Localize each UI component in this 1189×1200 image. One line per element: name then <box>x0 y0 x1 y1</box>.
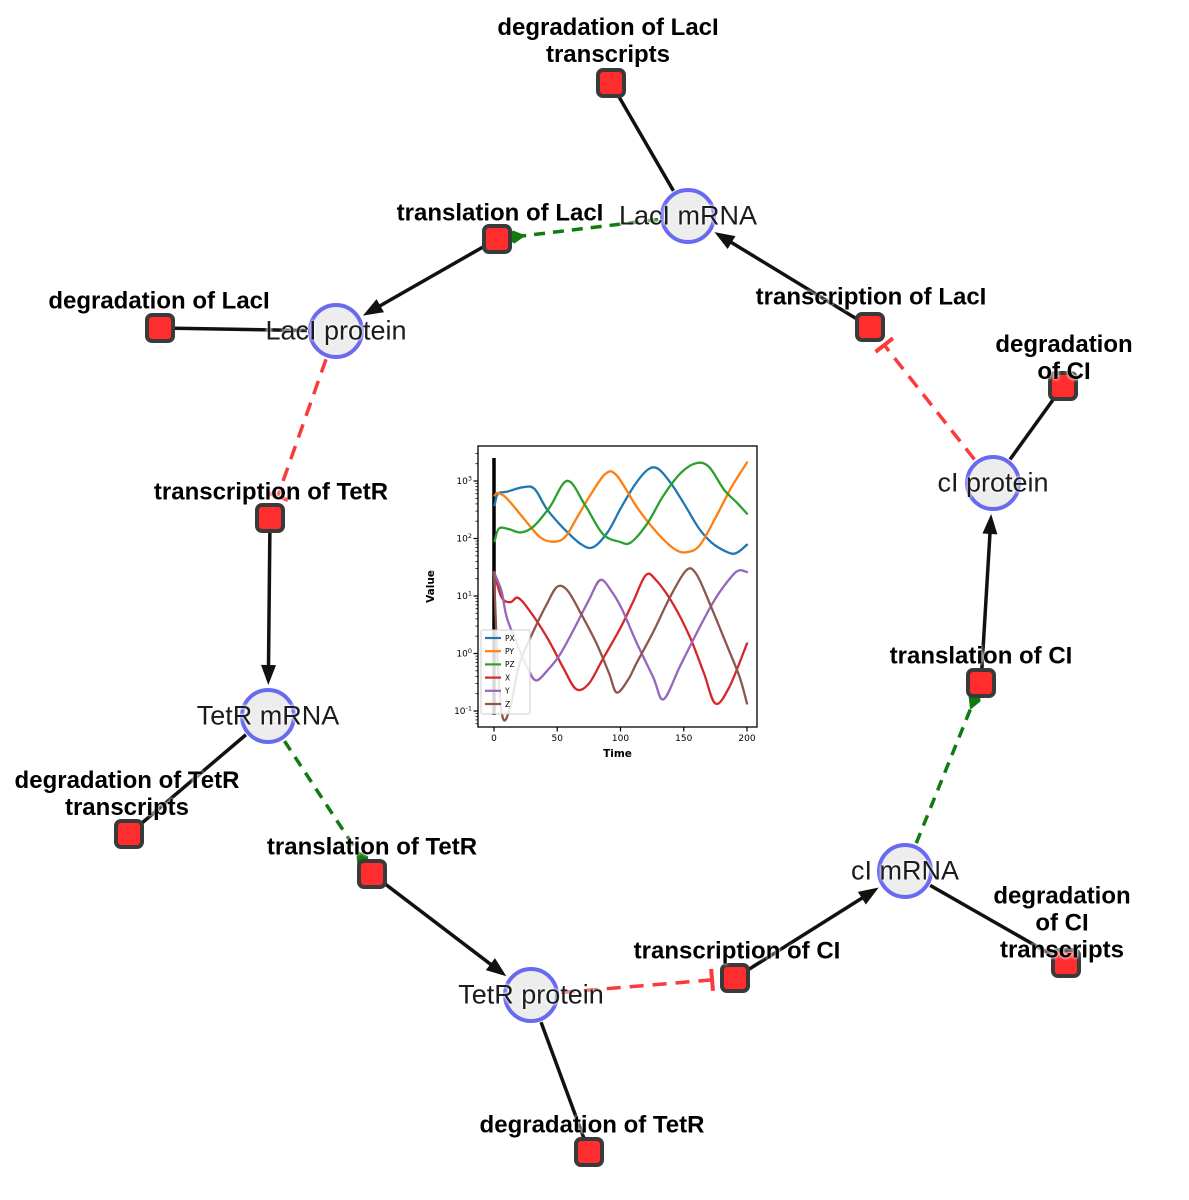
reaction-node-transl_laci[interactable] <box>482 224 512 254</box>
edge-tetr_mrna-transl_tetr <box>283 740 369 869</box>
inhibition-tee-icon <box>874 336 895 354</box>
arrowhead-icon <box>261 664 277 686</box>
x-tick-label: 150 <box>675 734 692 744</box>
reaction-node-transl_ci[interactable] <box>966 668 996 698</box>
arrowhead-icon <box>982 513 998 535</box>
reaction-node-deg_laci_tr[interactable] <box>596 68 626 98</box>
edge-transc_tetr-tetr_mrna <box>261 517 277 686</box>
legend-item-Z: Z <box>505 700 510 709</box>
edge-ci_prot-transc_laci <box>874 336 976 461</box>
edge-tetr_prot-deg_tetr <box>539 1021 591 1153</box>
x-tick-label: 100 <box>612 734 629 744</box>
series-layer <box>492 461 749 722</box>
species-node-laci_prot[interactable] <box>308 303 364 359</box>
y-tick-label: 101 <box>456 590 472 603</box>
inhibition-tee-icon <box>266 490 289 502</box>
arrowhead-icon <box>485 958 507 977</box>
series-line-Z <box>492 567 749 722</box>
x-tick-label: 0 <box>491 734 497 744</box>
edge-ci_mrna-deg_ci_tr <box>929 883 1067 965</box>
edge-transc_laci-laci_mrna <box>714 232 871 329</box>
species-node-ci_mrna[interactable] <box>877 843 933 899</box>
legend-item-Y: Y <box>504 687 510 696</box>
y-tick-label: 10-1 <box>454 705 472 718</box>
x-tick-label: 200 <box>738 734 755 744</box>
reaction-node-deg_laci[interactable] <box>145 313 175 343</box>
edge-transl_laci-laci_prot <box>362 237 498 316</box>
arrowhead-icon <box>362 299 385 316</box>
x-axis-label: Time <box>603 748 632 760</box>
plot-border <box>477 445 758 728</box>
series-line-PZ <box>493 461 749 546</box>
edge-laci_prot-transc_tetr <box>266 358 328 502</box>
species-node-tetr_prot[interactable] <box>503 967 559 1023</box>
y-tick-label: 100 <box>456 647 472 660</box>
reaction-node-transc_laci[interactable] <box>855 312 885 342</box>
edge-transl_tetr-tetr_prot <box>370 872 507 977</box>
inhibition-tee-icon <box>709 968 715 992</box>
reaction-node-deg_ci_tr[interactable] <box>1051 948 1081 978</box>
edge-transl_ci-ci_prot <box>979 513 998 684</box>
reaction-node-deg_tetr[interactable] <box>574 1137 604 1167</box>
reaction-node-deg_ci[interactable] <box>1048 371 1078 401</box>
species-node-laci_mrna[interactable] <box>660 188 716 244</box>
legend-item-PZ: PZ <box>505 660 515 669</box>
edge-transc_ci-ci_mrna <box>734 887 879 980</box>
arrowhead-icon <box>714 232 736 249</box>
legend: PX PY PZ XYZ <box>480 629 531 715</box>
y-tick-label: 103 <box>456 475 472 488</box>
species-node-ci_prot[interactable] <box>965 455 1021 511</box>
simulation-plot: 0 50 100 150 20010310210110010-1TimeValuePXP… <box>425 445 758 760</box>
legend-item-PX: PX <box>505 634 515 643</box>
y-tick-label: 102 <box>456 532 472 545</box>
edge-ci_mrna-transl_ci <box>914 688 981 844</box>
series-line-X <box>492 570 749 705</box>
arrowhead-icon <box>857 887 879 905</box>
edge-laci_prot-deg_laci <box>159 326 308 333</box>
edge-laci_mrna-transl_laci <box>502 217 659 244</box>
series-line-PX <box>493 466 749 555</box>
edge-tetr_mrna-deg_tetr_tr <box>127 733 248 836</box>
x-tick-label: 50 <box>552 734 564 744</box>
series-line-PY <box>493 461 749 554</box>
reaction-node-transc_tetr[interactable] <box>255 503 285 533</box>
legend-item-X: X <box>505 673 510 682</box>
legend-item-PY: PY <box>505 647 514 656</box>
reaction-node-transc_ci[interactable] <box>720 963 750 993</box>
edge-laci_mrna-deg_laci_tr <box>609 82 675 192</box>
edge-tetr_prot-transc_ci <box>560 968 715 995</box>
y-axis-label: Value <box>425 570 437 603</box>
reaction-node-transl_tetr[interactable] <box>357 859 387 889</box>
reaction-node-deg_tetr_tr[interactable] <box>114 819 144 849</box>
species-node-tetr_mrna[interactable] <box>240 688 296 744</box>
